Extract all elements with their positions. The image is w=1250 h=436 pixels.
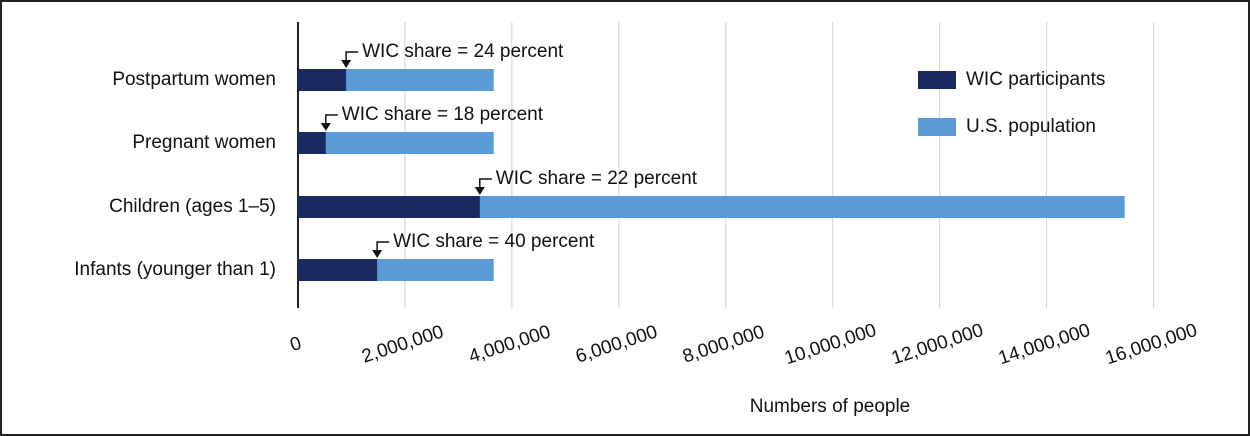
y-tick-label: Children (ages 1–5)	[109, 196, 276, 217]
bar	[298, 132, 494, 154]
bar	[298, 69, 494, 91]
annotation-arrowhead	[372, 250, 383, 258]
annotation-arrowhead	[474, 187, 485, 195]
bar	[298, 132, 326, 154]
annotation: WIC share = 24 percent	[362, 41, 564, 62]
annotation-arrow	[325, 114, 338, 124]
annotation-arrow	[479, 178, 492, 188]
bar	[298, 259, 378, 281]
legend-swatch	[918, 71, 956, 89]
x-axis-label: Numbers of people	[750, 396, 911, 417]
legend-label: U.S. population	[966, 116, 1096, 137]
bar	[298, 69, 347, 91]
y-tick-label: Pregnant women	[132, 132, 276, 153]
legend-swatch	[918, 118, 956, 136]
annotation-arrow	[345, 51, 359, 61]
annotation: WIC share = 22 percent	[496, 168, 698, 189]
annotation-arrowhead	[341, 60, 352, 68]
bar	[298, 196, 1125, 218]
annotation-arrow	[376, 241, 390, 251]
y-tick-label: Postpartum women	[112, 69, 276, 90]
y-tick-label: Infants (younger than 1)	[74, 259, 276, 280]
legend-label: WIC participants	[966, 69, 1105, 90]
annotation: WIC share = 18 percent	[342, 104, 544, 125]
bar	[298, 196, 480, 218]
annotation: WIC share = 40 percent	[393, 231, 595, 252]
annotation-arrowhead	[320, 123, 331, 131]
